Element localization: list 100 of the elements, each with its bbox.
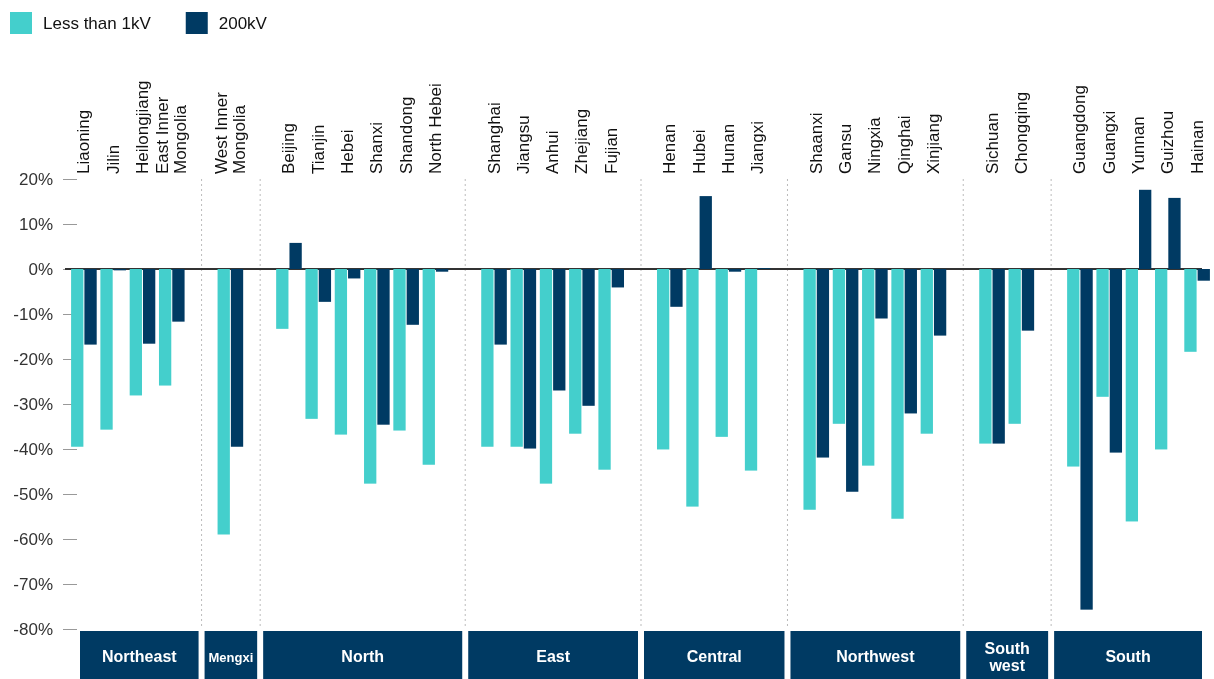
- bar: [569, 269, 582, 434]
- bar: [523, 269, 537, 449]
- bar: [803, 269, 816, 510]
- bar: [348, 269, 361, 279]
- x-tick-label: East Inner Mongolia: [153, 96, 191, 174]
- bar: [598, 269, 611, 470]
- bar: [904, 269, 917, 414]
- bar: [406, 269, 419, 325]
- text: Central: [686, 648, 742, 665]
- bar: [875, 269, 888, 319]
- x-tick-label: Hebei: [338, 129, 358, 174]
- bar: [699, 196, 712, 269]
- bar: [670, 269, 683, 307]
- bar: [715, 269, 728, 437]
- bar: [553, 269, 566, 391]
- bar: [1080, 269, 1093, 610]
- y-tick-label: -80%: [13, 619, 53, 639]
- x-tick-label: Tianjin: [308, 124, 328, 174]
- bar: [1008, 269, 1021, 424]
- x-tick-label: Shanxi: [367, 122, 387, 174]
- x-tick-label: Henan: [660, 123, 680, 174]
- text: East: [536, 648, 571, 665]
- bar: [1109, 269, 1123, 453]
- y-tick-label: 20%: [18, 169, 53, 189]
- x-tick-label: Hunan: [718, 123, 738, 174]
- bar: [1067, 269, 1080, 467]
- bar: [1125, 269, 1139, 522]
- x-tick-label: Guangxi: [1099, 110, 1119, 174]
- bar: [230, 269, 244, 447]
- bar: [334, 269, 348, 435]
- x-tick-label: Jiangsu: [513, 115, 533, 174]
- bar: [728, 269, 742, 272]
- y-tick-label: -20%: [13, 349, 53, 369]
- bar: [129, 269, 142, 396]
- x-tick-label: Jiangxi: [748, 121, 768, 174]
- bar: [862, 269, 875, 466]
- x-tick-label: Qinghai: [894, 115, 914, 174]
- x-tick-label: Guizhou: [1158, 110, 1178, 174]
- bar: [539, 269, 553, 484]
- bar: [891, 269, 904, 519]
- text: South west: [984, 639, 1030, 674]
- text: Mengxi: [208, 650, 254, 665]
- x-tick-label: Chongqing: [1011, 91, 1031, 174]
- bar: [172, 269, 185, 322]
- bar: [656, 269, 670, 450]
- x-tick-label: Xinjiang: [923, 113, 943, 174]
- bar: [435, 269, 449, 272]
- bar: [1168, 197, 1181, 269]
- bar: [217, 269, 230, 535]
- bar: [158, 269, 172, 386]
- bar: [846, 269, 859, 492]
- y-tick-label: 10%: [18, 214, 53, 234]
- bar: [1155, 269, 1168, 450]
- legend-label: Less than 1kV: [43, 14, 152, 33]
- y-tick-label: -70%: [13, 574, 53, 594]
- text: North: [341, 648, 385, 665]
- bar: [979, 269, 992, 444]
- x-tick-label: Anhui: [543, 130, 563, 174]
- text: South: [1105, 648, 1151, 665]
- bar: [933, 269, 947, 336]
- bar: [364, 269, 377, 484]
- bar: [611, 269, 625, 288]
- bar: [1021, 269, 1035, 331]
- y-tick-label: -50%: [13, 484, 53, 504]
- x-tick-label: Zhejiang: [572, 108, 592, 174]
- bar: [816, 269, 830, 458]
- bar: [276, 269, 289, 329]
- bar: [318, 269, 332, 302]
- text: Northwest: [836, 648, 916, 665]
- x-tick-label: Hubei: [689, 129, 709, 174]
- x-tick-label: Fujian: [601, 127, 621, 174]
- x-tick-label: Hainan: [1187, 120, 1207, 174]
- bar: [1184, 269, 1197, 352]
- y-tick-label: -40%: [13, 439, 53, 459]
- x-tick-label: Shaanxi: [806, 112, 826, 174]
- bar: [744, 269, 758, 471]
- x-tick-label: Guangdong: [1070, 85, 1090, 174]
- bar: [84, 269, 97, 345]
- x-tick-label: Ningxia: [865, 116, 885, 174]
- y-tick-label: -60%: [13, 529, 53, 549]
- x-tick-label: Gansu: [836, 123, 856, 174]
- bar: [289, 242, 302, 269]
- bar: [686, 269, 699, 507]
- x-tick-label: Shandong: [396, 96, 416, 174]
- text: Northeast: [101, 648, 178, 665]
- x-tick-label: Sichuan: [982, 112, 1002, 174]
- x-tick-label: West Inner Mongolia: [211, 91, 249, 174]
- x-tick-label: Jilin: [103, 144, 123, 174]
- bar: [920, 269, 933, 434]
- bar: [377, 269, 390, 425]
- x-tick-label: Shanghai: [484, 102, 504, 174]
- bar: [992, 269, 1005, 444]
- bar: [582, 269, 595, 406]
- bar: [1096, 269, 1109, 397]
- x-tick-label: Liaoning: [74, 109, 94, 174]
- x-tick-label: Heilongjiang: [132, 80, 152, 174]
- bar: [393, 269, 406, 431]
- bar: [100, 269, 113, 430]
- bar: [832, 269, 846, 424]
- bar: [1139, 189, 1152, 269]
